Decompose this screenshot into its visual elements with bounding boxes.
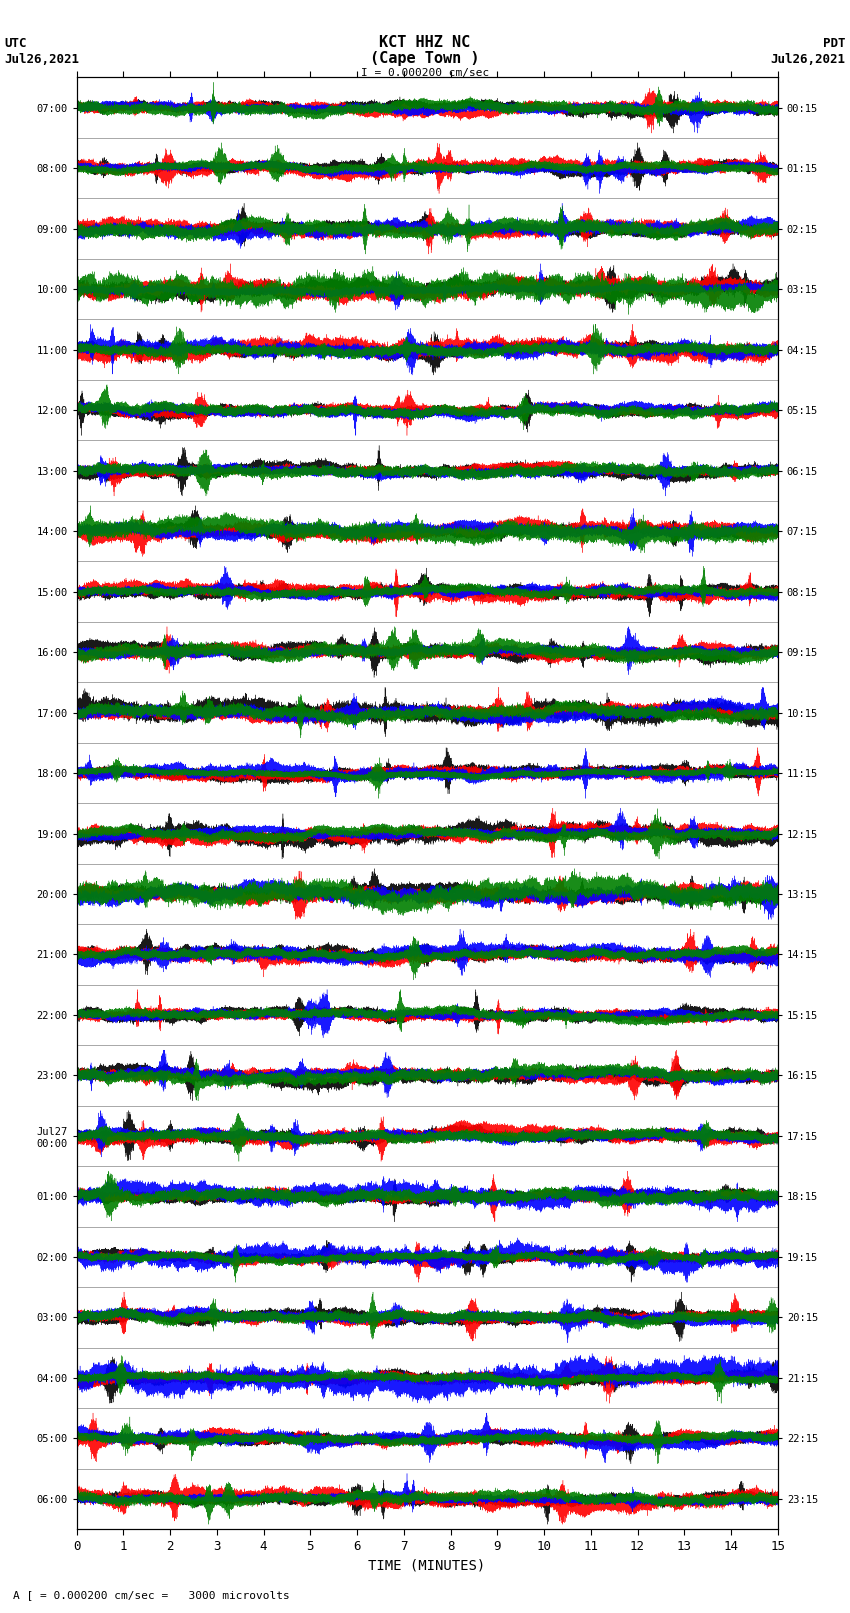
Text: Jul26,2021: Jul26,2021: [771, 53, 846, 66]
Text: Jul26,2021: Jul26,2021: [4, 53, 79, 66]
Text: PDT: PDT: [824, 37, 846, 50]
Text: KCT HHZ NC: KCT HHZ NC: [379, 35, 471, 50]
Text: (Cape Town ): (Cape Town ): [371, 50, 479, 66]
X-axis label: TIME (MINUTES): TIME (MINUTES): [369, 1558, 485, 1573]
Text: I = 0.000200 cm/sec: I = 0.000200 cm/sec: [361, 68, 489, 77]
Text: UTC: UTC: [4, 37, 26, 50]
Text: A [ = 0.000200 cm/sec =   3000 microvolts: A [ = 0.000200 cm/sec = 3000 microvolts: [13, 1590, 290, 1600]
